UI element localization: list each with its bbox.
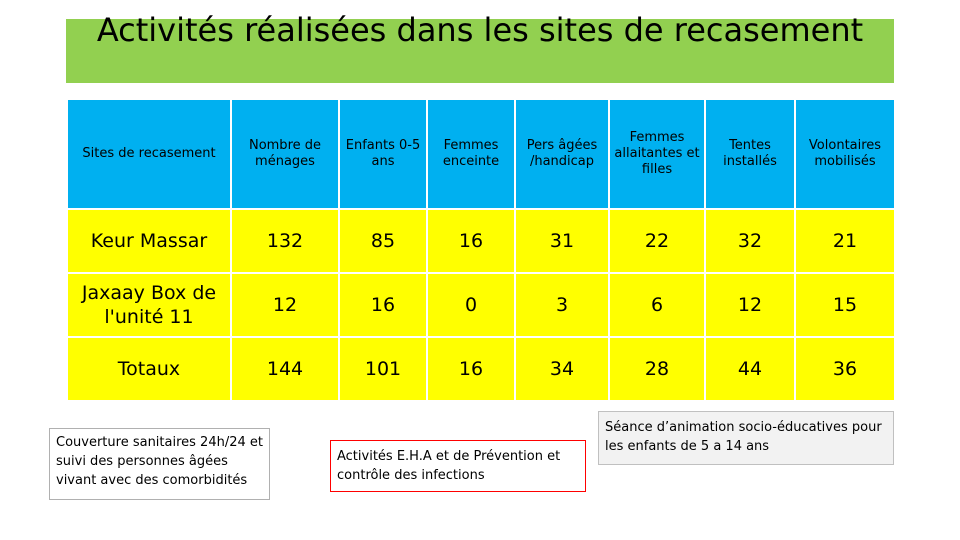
table-cell: 36 [794, 336, 896, 402]
table-cell: 22 [608, 208, 706, 274]
eha-note: Activités E.H.A et de Prévention et cont… [330, 440, 586, 492]
header-elderly: Pers âgées /handicap [514, 98, 610, 210]
table-cell: 31 [514, 208, 610, 274]
table-cell: 44 [704, 336, 796, 402]
table-cell: 0 [426, 272, 516, 338]
table-cell: 6 [608, 272, 706, 338]
table-cell: 34 [514, 336, 610, 402]
table-row: Keur Massar 132 85 16 31 22 32 21 [66, 208, 896, 274]
table-row: Totaux 144 101 16 34 28 44 36 [66, 336, 896, 402]
header-pregnant: Femmes enceinte [426, 98, 516, 210]
table-cell: 85 [338, 208, 428, 274]
table-cell: 15 [794, 272, 896, 338]
row-site: Totaux [66, 336, 232, 402]
header-row: Sites de recasement Nombre de ménages En… [66, 98, 896, 210]
table-cell: 16 [426, 336, 516, 402]
title-band [66, 19, 894, 83]
header-volunteers: Volontaires mobilisés [794, 98, 896, 210]
header-households: Nombre de ménages [230, 98, 340, 210]
header-breastfeeding: Femmes allaitantes et filles [608, 98, 706, 210]
table-cell: 16 [338, 272, 428, 338]
table-cell: 28 [608, 336, 706, 402]
header-tents: Tentes installés [704, 98, 796, 210]
header-site: Sites de recasement [66, 98, 232, 210]
health-note: Couverture sanitaires 24h/24 et suivi de… [49, 428, 270, 500]
row-site: Keur Massar [66, 208, 232, 274]
table-cell: 132 [230, 208, 340, 274]
header-children: Enfants 0-5 ans [338, 98, 428, 210]
table-cell: 101 [338, 336, 428, 402]
animation-note: Séance d’animation socio-éducatives pour… [598, 411, 894, 465]
table-cell: 3 [514, 272, 610, 338]
table-cell: 144 [230, 336, 340, 402]
activities-table: Sites de recasement Nombre de ménages En… [66, 98, 896, 402]
table-cell: 32 [704, 208, 796, 274]
table-cell: 12 [230, 272, 340, 338]
page-title: Activités réalisées dans les sites de re… [96, 11, 864, 49]
table-cell: 21 [794, 208, 896, 274]
table-cell: 16 [426, 208, 516, 274]
row-site: Jaxaay Box de l'unité 11 [66, 272, 232, 338]
table-cell: 12 [704, 272, 796, 338]
table-row: Jaxaay Box de l'unité 11 12 16 0 3 6 12 … [66, 272, 896, 338]
